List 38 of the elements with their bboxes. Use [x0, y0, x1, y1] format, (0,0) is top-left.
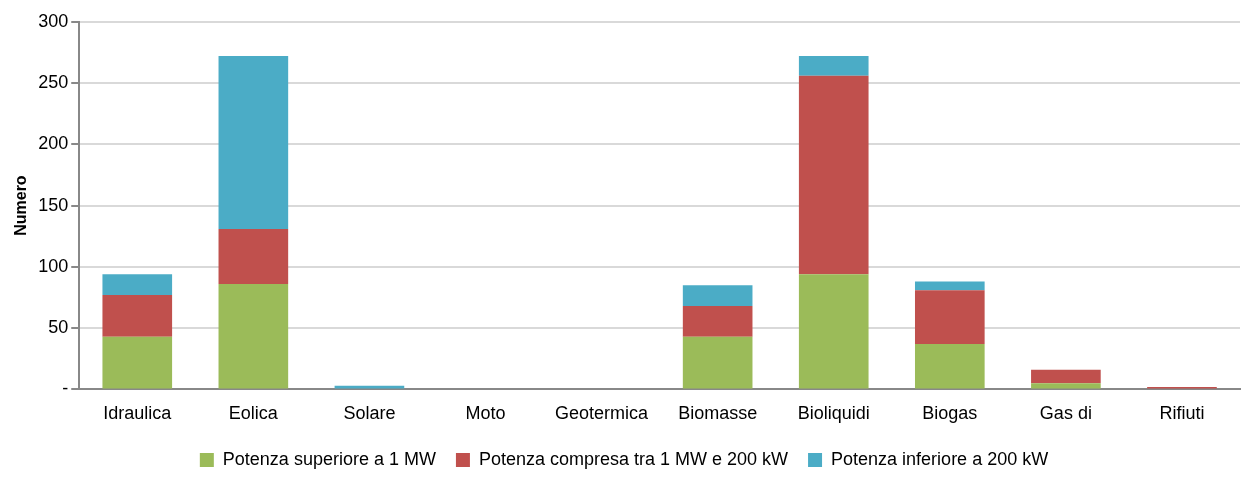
bar — [102, 336, 173, 389]
y-tick-label: 200 — [38, 133, 69, 154]
y-tick-label: 100 — [38, 255, 69, 276]
x-tick-label: Biomasse — [678, 403, 758, 424]
x-tick-label: Moto — [465, 403, 506, 424]
bar — [218, 228, 289, 285]
x-tick-label: Gas di — [1039, 403, 1092, 424]
x-tick-label: Rifiuti — [1159, 403, 1205, 424]
y-tick-label: 300 — [38, 10, 69, 31]
bar — [102, 295, 173, 337]
bar — [1031, 369, 1101, 384]
bar — [798, 56, 869, 76]
bar — [798, 75, 869, 275]
y-tick-label: - — [62, 378, 69, 399]
x-tick-label: Eolica — [228, 403, 279, 424]
x-tick-label: Biogas — [922, 403, 978, 424]
bar — [798, 274, 869, 389]
bar — [682, 336, 753, 389]
bar — [914, 344, 985, 389]
legend-label: Potenza superiore a 1 MW — [222, 448, 436, 469]
y-tick-label: 50 — [48, 317, 69, 338]
y-tick-label: 150 — [38, 194, 69, 215]
bar — [682, 285, 753, 307]
bar — [218, 284, 289, 389]
x-tick-label: Solare — [343, 403, 396, 424]
x-tick-label: Geotermica — [555, 403, 650, 424]
legend-label: Potenza compresa tra 1 MW e 200 kW — [478, 448, 789, 469]
bar — [914, 290, 985, 345]
x-tick-label: Idraulica — [103, 403, 173, 424]
bar — [102, 274, 173, 296]
x-tick-label: Bioliquidi — [797, 403, 870, 424]
bar — [682, 306, 753, 337]
bar — [218, 56, 289, 229]
y-tick-label: 250 — [38, 72, 69, 93]
y-axis-title: Numero — [12, 175, 30, 236]
bar — [1031, 383, 1101, 389]
bar — [914, 281, 985, 291]
legend-label: Potenza inferiore a 200 kW — [831, 448, 1049, 469]
